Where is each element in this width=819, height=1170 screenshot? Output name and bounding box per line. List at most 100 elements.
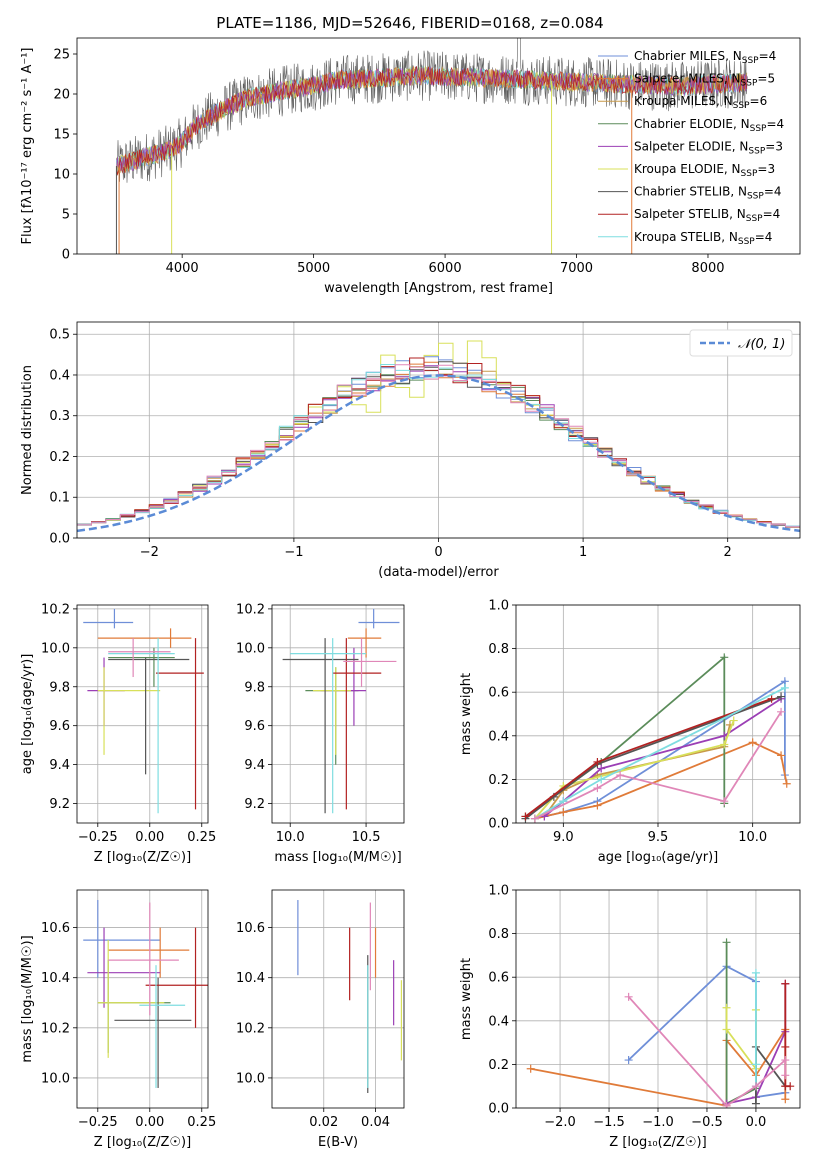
x-tick-label: 8000: [691, 261, 724, 276]
axes-mass_vs_EBV: 0.02 0.04 10.0 10.2 10.4 10.6 E(B-V): [236, 889, 405, 1150]
y-tick-label: 9.4: [244, 758, 265, 773]
weight-marker: [597, 764, 606, 773]
x-axis-label: Z [log₁₀(Z/Z☉)]: [94, 850, 191, 865]
x-tick-label: 0.25: [187, 1115, 216, 1130]
y-tick-label: 9.8: [244, 680, 265, 695]
y-tick-label: 0.2: [49, 450, 70, 465]
axes-age_vs_Z: −0.25 0.00 0.25 9.2 9.4 9.6 9.8 10.0 10.2 Z [log₁…: [20, 602, 216, 865]
weight-marker: [559, 808, 568, 817]
legend-subscript: SSP: [742, 56, 759, 66]
legend-subscript: SSP: [738, 237, 755, 247]
errorbar-point-1: [347, 628, 382, 658]
legend-subscript: SSP: [747, 192, 764, 202]
errorbar-point-1: [108, 927, 190, 978]
x-tick-label: 0.00: [135, 1115, 164, 1130]
x-tick-label: 4000: [166, 261, 199, 276]
weight-marker: [780, 683, 789, 692]
legend-value: =4: [764, 185, 782, 199]
x-tick-label: −1.0: [642, 1115, 674, 1130]
axes-frame: [271, 604, 405, 824]
weight-marker: [720, 797, 729, 806]
x-tick-label: 0.25: [187, 830, 216, 845]
errorbar-point-8: [343, 638, 397, 687]
axes-frame: [76, 889, 209, 1109]
y-tick-label: 10.2: [41, 602, 70, 617]
y-tick-label: 10.2: [236, 1021, 265, 1036]
errorbar-point-0: [83, 900, 161, 978]
legend: Chabrier MILES, NSSP=4 Salpeter MILES, NS…: [598, 49, 784, 247]
y-tick-label: 10: [53, 168, 70, 183]
legend-value: =4: [755, 230, 773, 244]
y-tick-label: 10.0: [41, 1071, 70, 1086]
weight-line-3: [524, 655, 726, 818]
legend-value: =4: [763, 207, 781, 221]
legend-label-8: Kroupa STELIB, NSSP=4: [634, 230, 772, 247]
errorbar-point-7: [290, 638, 367, 814]
axes-weight_vs_Z: −2.0 −1.5 −1.0 −0.5 0.0 0.0 0.2 0.4 0.6 0.8 1.0 Z […: [459, 884, 801, 1150]
x-tick-label: 5000: [297, 261, 330, 276]
errorbar-point-7: [108, 638, 175, 814]
weight-marker: [722, 1101, 731, 1108]
y-tick-label: 9.4: [49, 758, 70, 773]
legend-value: =5: [757, 72, 775, 86]
x-tick-label: −2: [140, 545, 159, 560]
plot-area-weight_vs_age: [521, 653, 791, 823]
y-axis-label: mass weight: [459, 958, 474, 1040]
plot-area-age_vs_mass: [282, 608, 400, 814]
y-tick-label: 10.0: [236, 1071, 265, 1086]
y-tick-label: 0: [62, 248, 70, 263]
errorbar-point-2: [305, 667, 359, 765]
weight-marker: [722, 1003, 731, 1012]
y-tick-label: 5: [62, 208, 70, 223]
y-axis-label: Normed distribution: [20, 365, 35, 495]
weight-marker: [597, 775, 606, 784]
x-tick-label: 0.0: [746, 1115, 767, 1130]
spectrum-series-7: [116, 66, 748, 175]
weight-marker: [722, 938, 731, 947]
weight-marker: [720, 740, 729, 749]
x-tick-label: 10.5: [352, 830, 381, 845]
x-tick-label: 6000: [429, 261, 462, 276]
legend-label: 𝒩(0, 1): [738, 337, 785, 352]
legend-value: =6: [750, 94, 768, 108]
y-tick-label: 10.6: [41, 921, 70, 936]
x-axis-label: mass [log₁₀(M/M☉)]: [274, 850, 401, 865]
weight-marker: [777, 707, 786, 716]
y-tick-label: 0.2: [488, 1058, 509, 1073]
weight-marker: [777, 751, 786, 760]
weight-marker: [781, 1071, 790, 1080]
errorbar-point-3: [87, 657, 125, 726]
x-axis-label: Z [log₁₀(Z/Z☉)]: [609, 1135, 706, 1150]
y-axis-label: mass [log₁₀(M/M☉)]: [20, 935, 35, 1062]
weight-line-2: [543, 724, 731, 818]
weight-marker: [782, 779, 791, 788]
plot-area-mass_vs_Z: [83, 900, 208, 1088]
weight-marker: [751, 968, 760, 977]
y-tick-label: 0.4: [49, 368, 70, 383]
weight-marker: [593, 784, 602, 793]
plot-area-mass_vs_EBV: [297, 900, 403, 1093]
y-axis-label: mass weight: [459, 673, 474, 755]
legend-subscript: SSP: [741, 169, 758, 179]
weight-marker: [751, 1060, 760, 1069]
legend-subscript: SSP: [733, 101, 750, 111]
y-tick-label: 0.8: [488, 927, 509, 942]
weight-marker: [624, 992, 633, 1001]
errorbar-point-4: [97, 667, 161, 755]
weight-marker: [521, 812, 530, 821]
histogram-series-9: [77, 364, 800, 528]
legend-label-6: Chabrier STELIB, NSSP=4: [634, 185, 782, 202]
axes-frame: [515, 604, 801, 824]
x-tick-label: 0.04: [361, 1115, 390, 1130]
axes-frame: [515, 889, 801, 1109]
y-tick-label: 0.6: [488, 971, 509, 986]
y-tick-label: 15: [53, 128, 70, 143]
axes-mass_vs_Z: −0.25 0.00 0.25 10.0 10.2 10.4 10.6 Z [log₁₀(Z/…: [20, 889, 216, 1150]
y-tick-label: 10.4: [41, 971, 70, 986]
x-tick-label: −0.5: [691, 1115, 723, 1130]
weight-marker: [751, 1082, 760, 1091]
legend-value: =4: [766, 117, 784, 131]
weight-marker: [722, 1025, 731, 1034]
weight-marker: [526, 1064, 535, 1073]
